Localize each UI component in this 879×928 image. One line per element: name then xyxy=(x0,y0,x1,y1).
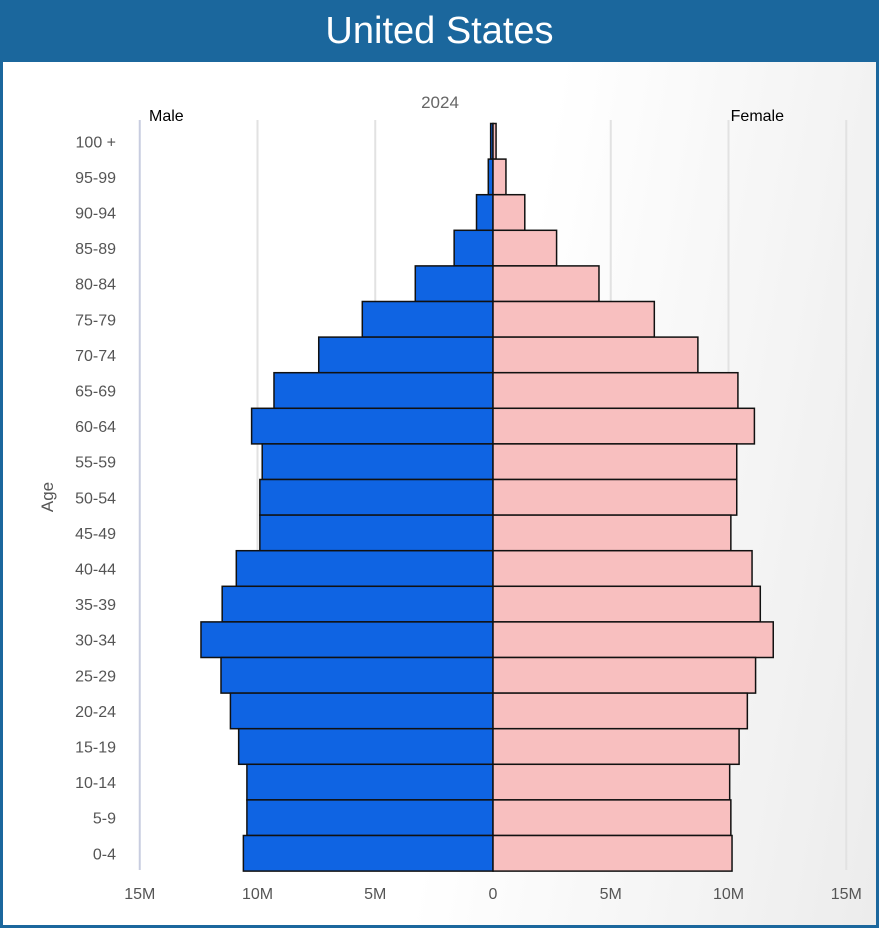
male-bar xyxy=(475,193,494,232)
female-bar xyxy=(492,656,757,694)
age-category-label: 80-84 xyxy=(75,277,116,294)
male-bar xyxy=(414,265,494,303)
chart-title: United States xyxy=(0,0,879,62)
male-bar xyxy=(237,727,494,766)
male-bar xyxy=(221,585,494,623)
age-category-label: 55-59 xyxy=(75,455,116,472)
male-bar xyxy=(250,407,494,445)
female-bar xyxy=(492,336,699,374)
male-bar xyxy=(317,336,494,374)
age-category-label: 90-94 xyxy=(75,206,116,223)
male-bar xyxy=(200,621,494,659)
x-tick-label: 15M xyxy=(831,886,862,903)
female-bar xyxy=(492,158,507,196)
age-category-label: 5-9 xyxy=(93,811,116,828)
female-bar xyxy=(492,300,656,338)
female-bar xyxy=(492,443,738,481)
age-category-label: 25-29 xyxy=(75,668,116,685)
female-bar xyxy=(492,727,740,766)
age-category-label: 85-89 xyxy=(75,241,116,258)
male-bar xyxy=(246,799,494,837)
x-tick-label: 0 xyxy=(489,886,498,903)
age-category-label: 30-34 xyxy=(75,633,116,650)
chart-subtitle: 2024 xyxy=(421,93,459,112)
female-bar xyxy=(492,834,733,872)
age-category-label: 10-14 xyxy=(75,775,116,792)
x-tick-label: 10M xyxy=(242,886,273,903)
female-bar xyxy=(492,193,526,232)
male-bar xyxy=(273,371,494,410)
x-tick-label: 15M xyxy=(124,886,155,903)
legend-male: Male xyxy=(149,108,184,125)
age-category-label: 65-69 xyxy=(75,384,116,401)
age-category-label: 100 + xyxy=(76,134,116,151)
age-category-label: 40-44 xyxy=(75,562,116,579)
male-bar xyxy=(242,834,494,872)
age-category-label: 70-74 xyxy=(75,348,116,365)
female-bar xyxy=(492,549,753,588)
age-category-label: 95-99 xyxy=(75,170,116,187)
age-category-label: 35-39 xyxy=(75,597,116,614)
male-bar xyxy=(246,763,494,801)
female-bar xyxy=(492,799,732,837)
female-bar xyxy=(492,478,738,516)
male-bar xyxy=(220,656,494,694)
x-tick-label: 5M xyxy=(600,886,622,903)
female-bar xyxy=(492,229,558,267)
age-category-label: 75-79 xyxy=(75,312,116,329)
age-category-label: 15-19 xyxy=(75,740,116,757)
male-bar xyxy=(229,692,494,730)
male-bar xyxy=(259,478,494,516)
female-bar xyxy=(492,692,749,730)
female-bar xyxy=(492,585,762,623)
female-bar xyxy=(492,122,497,160)
male-bar xyxy=(261,443,494,481)
male-bar xyxy=(235,549,494,588)
male-bar xyxy=(361,300,494,338)
female-bar xyxy=(492,514,732,552)
age-category-label: 0-4 xyxy=(93,846,116,863)
age-category-label: 50-54 xyxy=(75,490,116,507)
female-bar xyxy=(492,265,600,303)
male-bar xyxy=(259,514,494,552)
female-bar xyxy=(492,763,731,801)
female-bar xyxy=(492,371,739,410)
male-bar xyxy=(453,229,494,267)
legend-female: Female xyxy=(731,108,784,125)
x-tick-label: 10M xyxy=(713,886,744,903)
female-bar xyxy=(492,621,774,659)
age-category-label: 20-24 xyxy=(75,704,116,721)
female-bar xyxy=(492,407,756,445)
y-axis-label: Age xyxy=(38,482,57,512)
age-category-label: 45-49 xyxy=(75,526,116,543)
age-category-label: 60-64 xyxy=(75,419,116,436)
x-tick-label: 5M xyxy=(364,886,386,903)
